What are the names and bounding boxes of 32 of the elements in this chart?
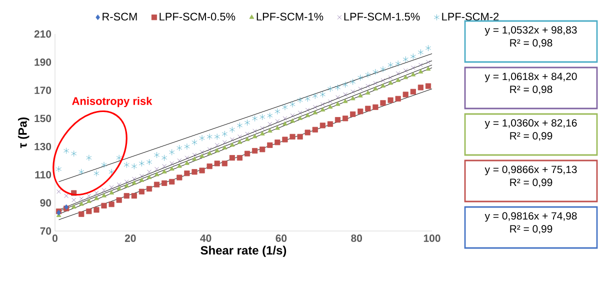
y-tick-label: 170 <box>34 86 52 94</box>
x-tick-label: 20 <box>124 234 136 242</box>
x-tick-label: 40 <box>200 234 212 242</box>
text: R² = 0,99 <box>510 132 552 141</box>
x-axis-title: Shear rate (1/s) <box>200 246 286 257</box>
text: R² = 0,99 <box>510 225 552 234</box>
annotation: Anisotropy risk <box>72 96 152 108</box>
legend-label: LPF-SCM-0.5% <box>160 12 236 21</box>
x-tick-label: 60 <box>276 234 287 242</box>
text: R² = 0,98 <box>510 39 552 48</box>
text: y = 0,9816x + 74,98 <box>484 212 577 222</box>
y-tick-label: 190 <box>34 58 52 66</box>
text: y = 1,0618x + 84,20 <box>484 72 577 82</box>
text: R² = 0,99 <box>510 178 552 188</box>
text: y = 1,0360x + 82,16 <box>484 119 577 129</box>
text: y = 1,0532x + 98,83 <box>484 26 577 36</box>
legend-label: LPF-SCM-2 <box>442 12 499 21</box>
text: R² = 0,98 <box>510 86 552 94</box>
y-tick-label: 110 <box>35 171 52 178</box>
y-tick-label: 130 <box>34 142 52 150</box>
x-tick-label: 100 <box>424 234 440 242</box>
y-tick-label: 70 <box>40 227 52 235</box>
y-tick-label: 210 <box>34 30 52 38</box>
x-tick-label: 0 <box>52 234 58 242</box>
legend-label: LPF-SCM-1% <box>256 12 324 21</box>
text: y = 0,9866x + 75,13 <box>484 166 577 176</box>
legend-label: R-SCM <box>102 12 137 21</box>
y-tick-label: 90 <box>40 199 52 207</box>
x-tick-label: 80 <box>351 234 362 242</box>
legend-label: LPF-SCM-1.5% <box>344 12 420 21</box>
y-tick-label: 150 <box>34 114 52 122</box>
y-axis-title: τ (Pa) <box>18 117 30 148</box>
